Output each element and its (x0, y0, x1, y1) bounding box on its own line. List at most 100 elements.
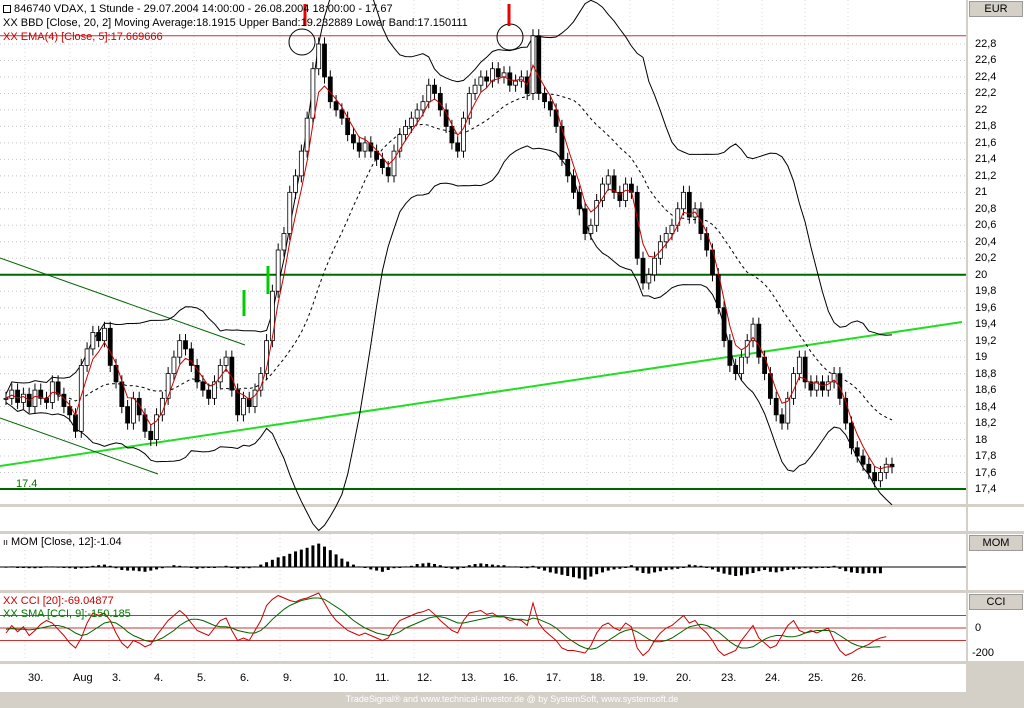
mom-bar (444, 567, 448, 568)
candle-body (681, 191, 686, 210)
candle-body (432, 84, 437, 94)
moving-average (5, 91, 893, 421)
candle-body (78, 364, 84, 432)
mom-bar (710, 567, 714, 570)
mom-bar (485, 564, 489, 567)
mom-bar (768, 567, 772, 572)
candle-body (854, 447, 860, 457)
mom-bar (722, 567, 726, 574)
candle-body (403, 126, 408, 136)
candle-body (455, 142, 461, 152)
candle-body (385, 167, 391, 177)
candle-body (686, 191, 692, 218)
candle-body (721, 307, 727, 342)
candle-body (802, 356, 808, 383)
price-axis (968, 0, 1024, 504)
empty-strip-axis (968, 507, 1024, 531)
candle-body (20, 393, 26, 403)
candle-body (466, 93, 472, 119)
mom-bar (340, 558, 344, 567)
time-tick-label: 5. (197, 672, 207, 684)
candle-body (362, 142, 368, 152)
mom-bar (461, 567, 465, 568)
time-tick-label: 26. (851, 672, 867, 684)
upper-band (5, 0, 893, 395)
candle-body (872, 472, 878, 482)
time-axis (0, 664, 966, 692)
mom-bar (392, 567, 396, 569)
candle-body (837, 373, 843, 399)
candle-body (663, 233, 669, 243)
candle-body (739, 356, 744, 375)
mom-bar (207, 567, 211, 568)
mom-bar (450, 567, 454, 569)
price-tick-label: 20,4 (975, 235, 997, 248)
mom-bar (73, 567, 77, 569)
ema-text: EMA(4) [Close, 5]:17.669666 (20, 31, 163, 43)
mom-bar (409, 565, 413, 567)
candle-body (559, 126, 565, 160)
candle-body (125, 406, 131, 424)
mom-bar (433, 564, 437, 567)
candle-body (246, 397, 252, 407)
time-tick-label: 12. (417, 672, 433, 684)
price-tick-label: 21,6 (975, 136, 997, 149)
mom-bar (294, 551, 298, 567)
mom-bar (595, 567, 599, 575)
mom-bar (305, 547, 309, 567)
lower-band (5, 145, 893, 532)
price-tick-label: 17,8 (975, 450, 997, 463)
price-tick-label: 20,8 (975, 202, 997, 215)
price-tick-label: 21,8 (975, 120, 997, 133)
candle-body (183, 340, 188, 350)
candle-body (588, 224, 594, 234)
main-legend: 846740 VDAX, 1 Stunde - 29.07.2004 14:00… (3, 3, 393, 15)
ema-line (5, 63, 893, 470)
candle-body (849, 422, 854, 449)
candle-body (44, 397, 49, 403)
time-tick-label: 19. (633, 672, 649, 684)
mom-bar (184, 566, 188, 568)
candle-body (484, 76, 490, 82)
mom-bar (178, 565, 182, 567)
candle-body (640, 257, 646, 284)
candle-body (449, 126, 455, 144)
candle-body (623, 183, 629, 201)
mom-bar (126, 567, 130, 571)
time-tick-label: 13. (461, 672, 477, 684)
candle-body (310, 68, 316, 119)
mom-bar (351, 564, 355, 567)
candle-body (727, 340, 733, 366)
candle-body (148, 430, 154, 440)
price-tick-label: 18 (975, 433, 988, 446)
mom-bar (108, 565, 112, 567)
mom-bar (821, 567, 825, 568)
mom-bar (728, 567, 732, 575)
candle-body (38, 389, 44, 399)
mom-bar (155, 567, 159, 570)
mom-bar (317, 543, 321, 567)
mom-bar (62, 567, 66, 568)
time-tick-label: 6. (240, 672, 250, 684)
mom-bar (375, 567, 379, 571)
mom-bar (873, 567, 877, 574)
candle-body (293, 175, 298, 193)
mom-bar (844, 567, 848, 572)
candle-body (883, 463, 889, 473)
mom-text: MOM [Close, 12]:-1.04 (11, 536, 122, 548)
mom-bar (687, 564, 691, 567)
mom-bar (716, 567, 720, 572)
mom-header: MOM (969, 535, 1023, 551)
mom-bar (635, 567, 639, 571)
candle-body (611, 175, 617, 193)
mom-bar (832, 565, 836, 567)
mom-bar (572, 567, 576, 578)
candle-body (281, 233, 287, 251)
mom-bar (786, 567, 790, 570)
candle-body (136, 397, 142, 416)
mom-bar (809, 567, 813, 569)
mom-bar (676, 567, 680, 569)
bbd-text: BBD [Close, 20, 2] Moving Average:18.191… (20, 17, 468, 29)
candle-body (878, 472, 883, 482)
